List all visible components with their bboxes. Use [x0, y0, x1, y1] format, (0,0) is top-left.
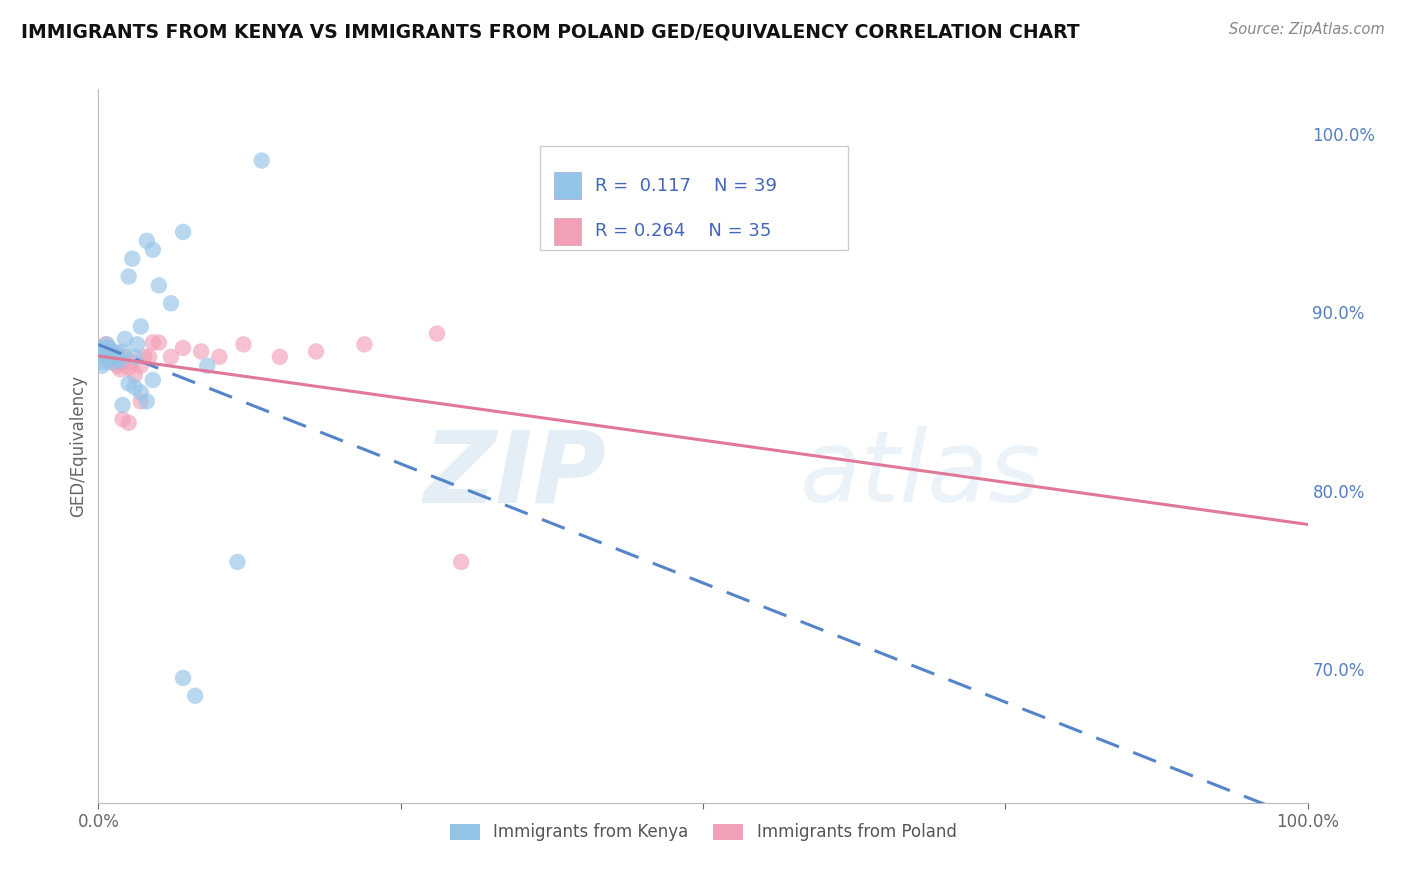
Point	[129, 394, 152, 409]
Point	[96, 337, 118, 351]
Point	[160, 296, 183, 310]
Point	[90, 350, 112, 364]
Point	[94, 341, 117, 355]
Text: IMMIGRANTS FROM KENYA VS IMMIGRANTS FROM POLAND GED/EQUIVALENCY CORRELATION CHAR: IMMIGRANTS FROM KENYA VS IMMIGRANTS FROM…	[21, 22, 1080, 41]
Point	[105, 346, 128, 360]
Point	[107, 359, 129, 373]
Point	[195, 359, 218, 373]
Text: Source: ZipAtlas.com: Source: ZipAtlas.com	[1229, 22, 1385, 37]
Point	[172, 671, 194, 685]
Point	[114, 332, 136, 346]
Point	[100, 350, 122, 364]
Point	[124, 380, 146, 394]
Point	[138, 350, 160, 364]
Point	[172, 225, 194, 239]
Point	[91, 344, 114, 359]
Point	[142, 335, 165, 350]
Point	[111, 398, 134, 412]
Point	[305, 344, 328, 359]
Point	[94, 337, 117, 351]
Point	[134, 350, 156, 364]
Point	[118, 376, 141, 391]
Text: ZIP: ZIP	[423, 426, 606, 523]
Point	[98, 355, 121, 369]
Text: R = 0.264    N = 35: R = 0.264 N = 35	[595, 222, 772, 240]
Point	[148, 278, 170, 293]
Point	[103, 350, 125, 364]
Text: atlas: atlas	[800, 426, 1042, 523]
Point	[269, 350, 291, 364]
Legend: Immigrants from Kenya, Immigrants from Poland: Immigrants from Kenya, Immigrants from P…	[443, 817, 963, 848]
Text: R =  0.117    N = 39: R = 0.117 N = 39	[595, 177, 778, 194]
Point	[118, 269, 141, 284]
Point	[107, 350, 129, 364]
Point	[208, 350, 231, 364]
Point	[105, 350, 128, 364]
Point	[101, 355, 124, 369]
Point	[91, 359, 114, 373]
Point	[148, 335, 170, 350]
Point	[124, 350, 146, 364]
Point	[190, 344, 212, 359]
Point	[111, 412, 134, 426]
Point	[129, 319, 152, 334]
Point	[100, 348, 122, 362]
Point	[98, 341, 121, 355]
Point	[91, 355, 114, 369]
Point	[93, 344, 115, 359]
Point	[129, 385, 152, 400]
Point	[121, 355, 143, 369]
Point	[353, 337, 375, 351]
Point	[135, 234, 157, 248]
Point	[184, 689, 207, 703]
Point	[111, 344, 134, 359]
Point	[89, 341, 111, 355]
Point	[142, 373, 165, 387]
Point	[124, 368, 146, 382]
Point	[108, 353, 131, 368]
Point	[93, 341, 115, 355]
Point	[142, 243, 165, 257]
Point	[129, 359, 152, 373]
Point	[121, 252, 143, 266]
Point	[100, 348, 122, 362]
Point	[250, 153, 273, 168]
Point	[160, 350, 183, 364]
Point	[226, 555, 249, 569]
Point	[97, 348, 120, 362]
FancyBboxPatch shape	[540, 146, 848, 250]
Point	[118, 416, 141, 430]
Bar	[554, 172, 581, 199]
Point	[104, 355, 127, 369]
Point	[232, 337, 254, 351]
Point	[127, 337, 149, 351]
Point	[111, 355, 134, 369]
Point	[426, 326, 449, 341]
Point	[172, 341, 194, 355]
Point	[450, 555, 472, 569]
Point	[101, 344, 124, 359]
Point	[97, 344, 120, 359]
Point	[118, 360, 141, 375]
Point	[100, 350, 122, 364]
Bar	[554, 218, 581, 244]
Y-axis label: GED/Equivalency: GED/Equivalency	[69, 375, 87, 517]
Point	[114, 350, 136, 364]
Point	[135, 394, 157, 409]
Point	[108, 362, 131, 376]
